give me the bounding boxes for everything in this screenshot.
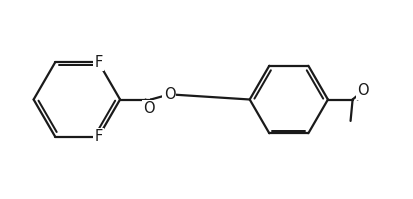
Text: O: O	[143, 101, 155, 116]
Text: O: O	[164, 87, 175, 102]
Text: F: F	[94, 129, 102, 144]
Text: F: F	[94, 55, 102, 70]
Text: O: O	[357, 83, 369, 99]
